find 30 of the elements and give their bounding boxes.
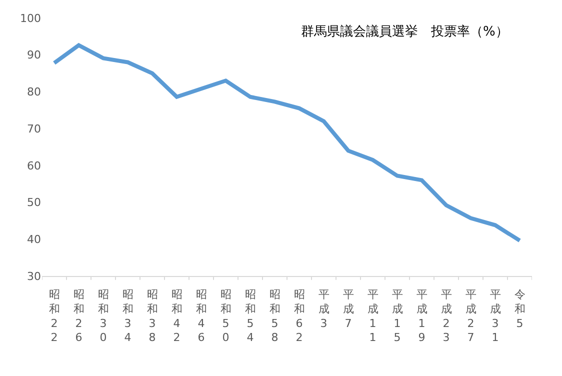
y-tick-label: 30 — [27, 270, 41, 283]
y-tick-label: 80 — [27, 86, 41, 99]
y-tick-label: 50 — [27, 196, 41, 210]
text: 群馬県議会議員選挙 投票率（%） — [300, 23, 508, 40]
x-tick-label: 昭和30 — [98, 288, 109, 344]
x-tick-label: 令和5 — [514, 288, 526, 330]
x-tick-label: 昭和22 — [48, 288, 60, 344]
x-tick-label: 昭和34 — [122, 288, 134, 344]
y-tick-label: 100 — [20, 12, 41, 25]
y-tick-label: 60 — [27, 159, 41, 172]
y-tick-label: 90 — [27, 48, 41, 62]
x-tick-label: 平成27 — [465, 288, 476, 344]
x-tick-label: 昭和50 — [220, 288, 232, 344]
x-tick-label: 昭和38 — [146, 288, 158, 344]
x-tick-label: 平成23 — [440, 288, 452, 344]
x-tick-label: 昭和42 — [171, 288, 182, 344]
x-tick-label: 昭和54 — [244, 288, 256, 344]
y-tick-label: 40 — [27, 232, 41, 246]
x-tick-label: 昭和26 — [73, 288, 84, 344]
x-tick-label: 平成7 — [342, 288, 354, 330]
x-tick-label: 平成11 — [367, 288, 378, 344]
x-tick-label: 平成31 — [490, 288, 501, 344]
x-tick-label: 昭和58 — [269, 288, 280, 344]
line-series — [52, 43, 522, 243]
x-tick-label: 平成15 — [392, 288, 403, 344]
y-tick-label: 70 — [27, 122, 41, 136]
x-tick-label: 昭和46 — [196, 288, 207, 344]
x-tick-label: 平成19 — [416, 288, 428, 344]
x-tick-label: 昭和62 — [294, 288, 305, 344]
x-tick-label: 平成3 — [318, 288, 330, 330]
